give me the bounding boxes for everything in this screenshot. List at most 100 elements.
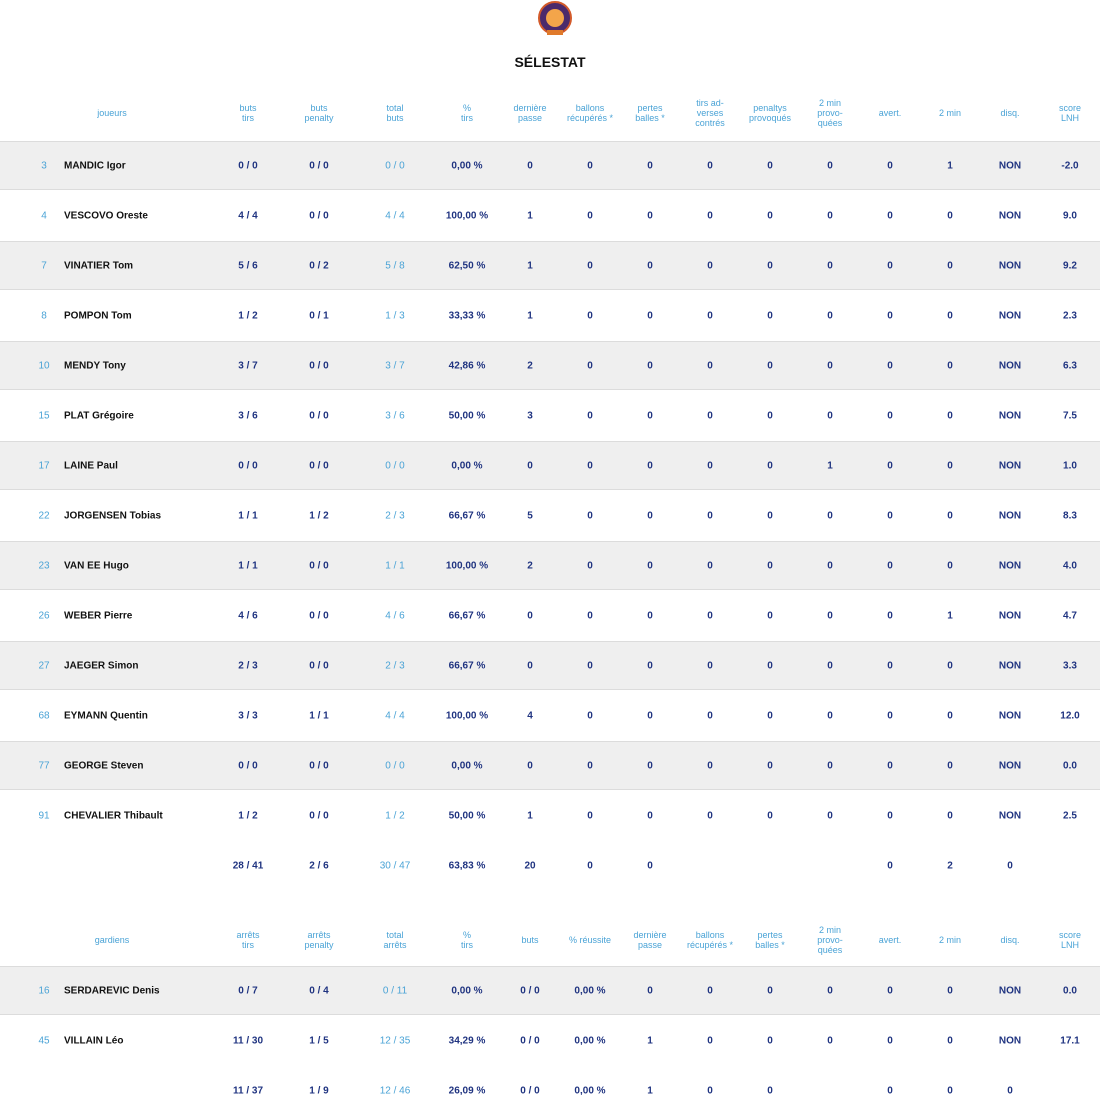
stat-cell: 2 [527,360,533,371]
stat-cell: 0 / 2 [309,260,329,271]
stat-cell: 100,00 % [445,210,489,221]
stat-cell: 0 [767,660,773,671]
table-row: 45 VILLAIN Léo 11 / 30 1 / 5 12 / 35 34,29 % 0… [0,1016,1100,1065]
stat-cell: 66,67 % [448,610,486,621]
stat-cell: 0 [827,210,833,221]
stat-cell: 0 / 0 [309,610,329,621]
stat-cell: 33,33 % [448,310,486,321]
stat-cell: NON [998,510,1022,521]
stat-cell: 3 / 7 [238,360,258,371]
stat-cell: 0 [647,610,653,621]
stat-cell: 12.0 [1060,710,1080,721]
column-header: buts penalty [304,103,334,123]
stat-cell: 0 [947,1085,953,1096]
stat-cell: 1 / 5 [309,1035,329,1046]
player-name: GEORGE Steven [64,760,144,771]
table-row: 91 CHEVALIER Thibault 1 / 2 0 / 0 1 / 2 50,00… [0,791,1100,840]
player-number: 45 [38,1035,50,1046]
stat-cell: 0 [707,360,713,371]
stat-cell: 0 [947,360,953,371]
stat-cell: 0.0 [1063,760,1077,771]
stat-cell: 0 [827,160,833,171]
stat-cell: 0 [587,660,593,671]
stat-cell: 63,83 % [448,860,486,871]
stat-cell: NON [998,410,1022,421]
player-name: CHEVALIER Thibault [64,810,163,821]
stat-cell: 5 [527,510,533,521]
stat-cell: 0 [827,360,833,371]
stat-cell: 0 / 11 [382,985,408,996]
stat-cell: NON [998,985,1022,996]
stat-cell: 1 [527,210,533,221]
stat-cell: 2 [527,560,533,571]
stat-cell: 0 [827,710,833,721]
stat-cell: 1 / 1 [238,560,258,571]
column-header: score LNH [1058,103,1082,123]
stat-cell: 0 [887,810,893,821]
table-row: 77 GEORGE Steven 0 / 0 0 / 0 0 / 0 0,00 % 0 0 0 0… [0,741,1100,790]
column-header: 2 min provo- quées [817,925,843,955]
column-header: 2 min [938,108,962,118]
column-header: tirs ad- verses contrés [695,98,725,128]
stat-cell: 0 [947,510,953,521]
stat-cell: 42,86 % [448,360,486,371]
stat-cell: 0 [947,310,953,321]
stat-cell: 0 [827,660,833,671]
stat-cell: NON [998,360,1022,371]
stat-cell: 0 [527,160,533,171]
column-header: total arrêts [383,930,407,950]
stat-cell: NON [998,1035,1022,1046]
stat-cell: 0,00 % [574,985,606,996]
stat-cell: 0 [647,210,653,221]
player-number: 17 [38,460,50,471]
stat-cell: 62,50 % [448,260,486,271]
stat-cell: 20 [524,860,536,871]
stat-cell: 5 / 6 [238,260,258,271]
stat-cell: 0,00 % [451,460,483,471]
stat-cell: 0 / 0 [520,985,540,996]
stat-cell: 0 / 0 [309,160,329,171]
column-header: 2 min provo- quées [817,98,843,128]
stat-cell: 2.5 [1063,810,1077,821]
player-number: 68 [38,710,50,721]
stat-cell: 1 / 3 [385,310,405,321]
stat-cell: 0 [887,310,893,321]
stat-cell: NON [998,210,1022,221]
column-header: 2 min [938,935,962,945]
stat-cell: 2 [947,860,953,871]
stat-cell: 0 [947,460,953,471]
player-name: SERDAREVIC Denis [64,985,160,996]
stat-cell: 4 / 4 [385,710,405,721]
stat-cell: 0 [827,610,833,621]
player-name: JORGENSEN Tobias [64,510,162,521]
stat-cell: 0 [947,260,953,271]
column-header: % tirs [461,930,473,950]
stat-cell: 0 [887,160,893,171]
table-row: 10 MENDY Tony 3 / 7 0 / 0 3 / 7 42,86 % 2 0 0 0 0 0… [0,341,1100,390]
column-header: buts [521,935,539,945]
stat-cell: 0 [767,810,773,821]
stat-cell: 0 [707,985,713,996]
column-header: avert. [878,108,902,118]
column-header: dernière passe [513,103,547,123]
stat-cell: 0 [767,210,773,221]
stat-cell: 0 [887,460,893,471]
stat-cell: 1 / 1 [385,560,405,571]
stat-cell: 1 / 2 [385,810,405,821]
table-row: 68 EYMANN Quentin 3 / 3 1 / 1 4 / 4 100,00 % 4… [0,691,1100,740]
table-row: 17 LAINE Paul 0 / 0 0 / 0 0 / 0 0,00 % 0 0 0 0 0 1 0… [0,441,1100,490]
stat-cell: 0 [887,1035,893,1046]
stat-cell: 2 / 3 [385,510,405,521]
stat-cell: 0 [887,860,893,871]
stat-cell: 1.0 [1063,460,1077,471]
column-header: arrêts tirs [236,930,260,950]
column-header: disq. [1000,108,1020,118]
stat-cell: 0 [827,310,833,321]
stat-cell: 0 [587,760,593,771]
stat-cell: 5 / 8 [385,260,405,271]
stat-cell: 2 / 3 [385,660,405,671]
stat-cell: 0 [587,710,593,721]
stat-cell: 1 / 2 [309,510,329,521]
stat-cell: 0 / 0 [520,1035,540,1046]
